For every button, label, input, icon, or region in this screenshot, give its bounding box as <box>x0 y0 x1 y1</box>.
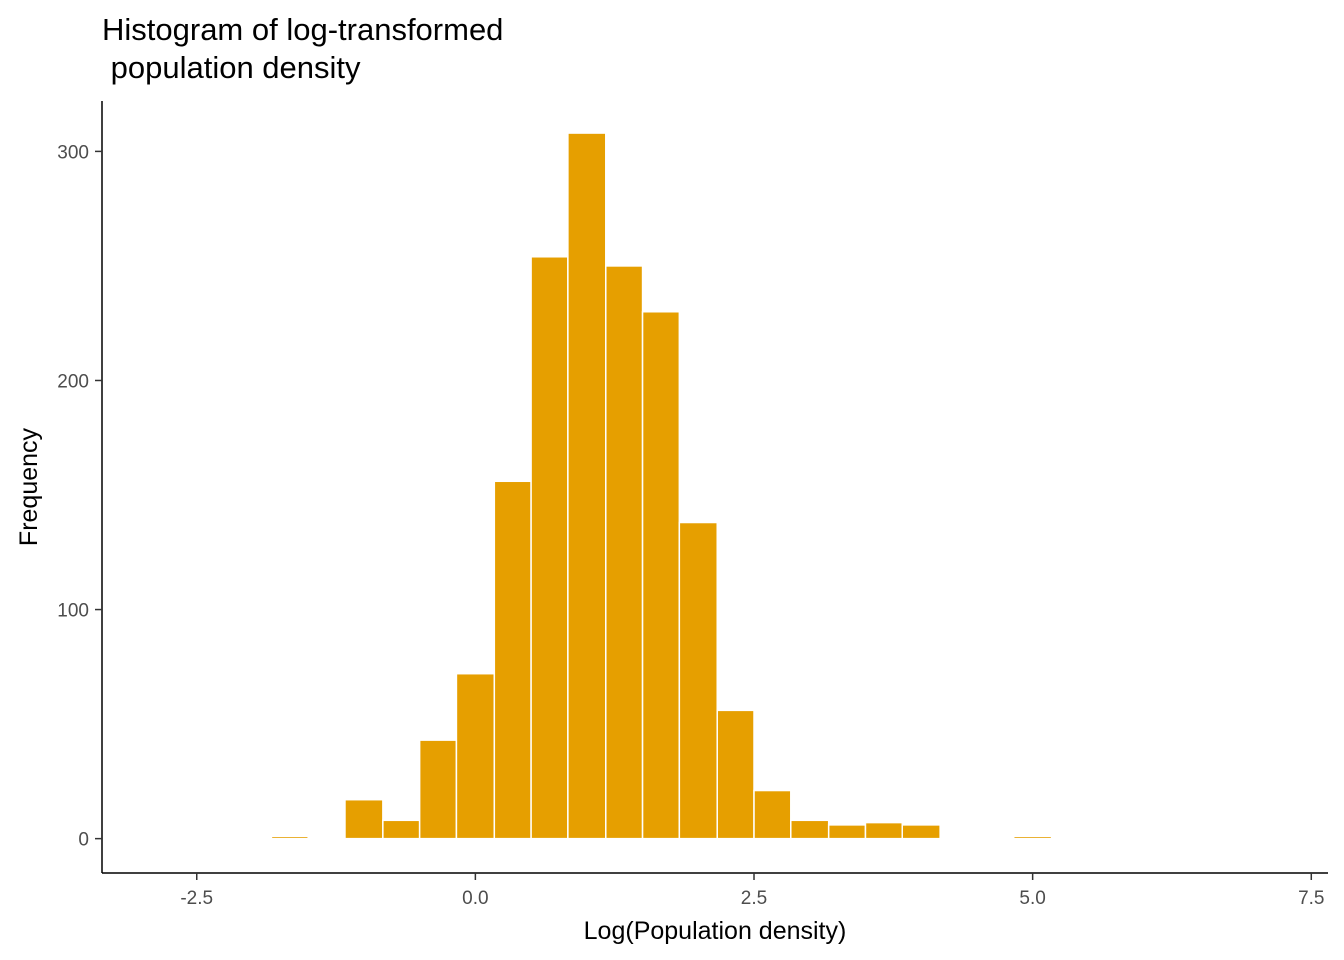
histogram-bar-7 <box>567 132 607 840</box>
histogram-bar-1 <box>344 798 384 840</box>
histogram-bar-2 <box>382 819 421 840</box>
histogram-bars <box>270 132 1053 840</box>
chart-title-line-1: Histogram of log-transformed <box>102 12 503 47</box>
y-axis-ticks: 0 100 200 300 <box>57 142 102 851</box>
histogram-bar-11 <box>716 709 755 840</box>
histogram-bar-8 <box>605 265 644 840</box>
histogram-bar-16 <box>901 824 941 840</box>
x-axis-ticks: -2.5 0.0 2.5 5.0 7.5 <box>180 873 1324 909</box>
y-axis-title: Frequency <box>15 427 43 546</box>
y-tick-label-3: 300 <box>57 142 89 163</box>
y-tick-label-1: 100 <box>57 601 89 622</box>
y-tick-label-2: 200 <box>57 371 89 392</box>
histogram-bar-15 <box>864 821 903 840</box>
histogram-bar-3 <box>418 739 458 840</box>
histogram-bar-17 <box>1012 835 1053 840</box>
x-tick-label-1: 0.0 <box>462 888 488 909</box>
histogram-bar-12 <box>753 789 792 840</box>
histogram-bar-10 <box>678 521 718 840</box>
x-tick-label-2: 2.5 <box>741 888 767 909</box>
chart-title-line-2: population density <box>102 50 361 85</box>
x-tick-label-0: -2.5 <box>180 888 213 909</box>
histogram-bar-9 <box>641 311 681 840</box>
histogram-bar-13 <box>790 819 830 840</box>
histogram-bar-14 <box>827 824 867 840</box>
x-axis-title: Log(Population density) <box>584 917 847 945</box>
histogram-bar-5 <box>493 480 532 840</box>
y-tick-label-0: 0 <box>78 830 89 851</box>
x-tick-label-4: 7.5 <box>1298 888 1324 909</box>
histogram-bar-4 <box>455 672 496 840</box>
histogram-bar-0 <box>270 835 309 840</box>
x-tick-label-3: 5.0 <box>1019 888 1045 909</box>
histogram-bar-6 <box>530 256 569 840</box>
